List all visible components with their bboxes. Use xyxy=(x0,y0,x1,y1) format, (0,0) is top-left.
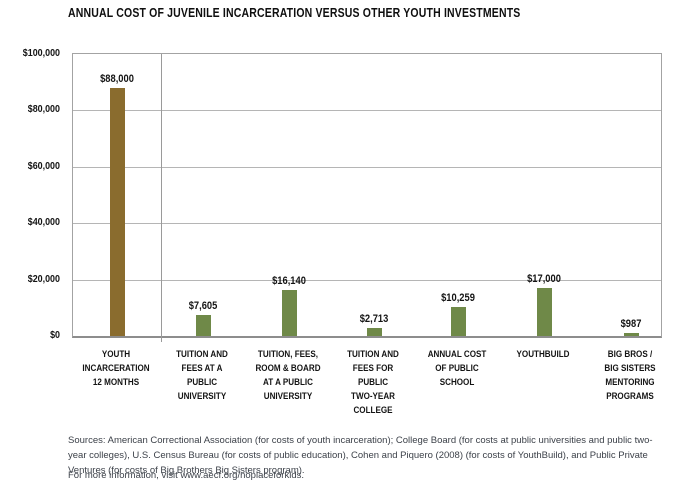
category-label-line: FEES FOR xyxy=(352,363,394,374)
category-label: TUITION, FEES, ROOM & BOARD AT A PUBLIC UNI… xyxy=(251,348,324,404)
category-label-line: OF PUBLIC xyxy=(435,363,479,374)
y-tick-label: $80,000 xyxy=(27,103,60,116)
y-tick-label: $100,000 xyxy=(22,47,60,59)
category-label-line: 12 MONTHS xyxy=(92,377,140,388)
sources-note: Sources: American Correctional Associati… xyxy=(68,435,653,476)
category-label-line: INCARCERATION xyxy=(82,363,150,374)
category-label-line: SCHOOL xyxy=(439,377,475,388)
bar-value-label: $2,713 xyxy=(359,313,389,325)
category-label-line: TUITION AND xyxy=(176,349,228,360)
more-info-note: For more information, visit www.aecf.org… xyxy=(68,470,305,481)
gridline-60000 xyxy=(73,167,661,168)
category-label-line: YOUTHBUILD xyxy=(516,349,570,360)
category-label-line: AT A PUBLIC xyxy=(263,377,313,388)
bar-value-label: $88,000 xyxy=(100,73,134,85)
category-label-line: TUITION, FEES, xyxy=(257,349,319,360)
category-label-line: PROGRAMS xyxy=(606,391,654,402)
gridline-40000 xyxy=(73,223,661,224)
category-label-line: UNIVERSITY xyxy=(177,391,227,402)
category-separator-line xyxy=(161,54,162,342)
category-label: TUITION AND FEES FOR PUBLIC TWO-YEAR COLLEGE xyxy=(336,348,409,418)
bar-value-label: $987 xyxy=(620,318,642,330)
category-label-line: BIG SISTERS xyxy=(604,363,656,374)
category-label-line: COLLEGE xyxy=(353,405,393,416)
category-label-line: YOUTH xyxy=(101,349,131,360)
category-label-line: TWO-YEAR xyxy=(351,391,395,402)
category-label: TUITION AND FEES AT A PUBLIC UNIVERSITY xyxy=(165,348,238,404)
bar-value-label: $7,605 xyxy=(188,300,218,312)
chart-title: ANNUAL COST OF JUVENILE INCARCERATION VE… xyxy=(68,6,521,20)
category-label-line: BIG BROS / xyxy=(607,349,653,360)
category-label: YOUTHBUILD xyxy=(506,348,579,362)
category-label-line: ROOM & BOARD xyxy=(255,363,321,374)
bar-7 xyxy=(624,333,639,336)
y-tick-label: $0 xyxy=(50,329,60,341)
y-tick-label: $60,000 xyxy=(27,159,60,172)
category-label-line: TUITION AND xyxy=(347,349,399,360)
bar-value-label: $16,140 xyxy=(272,275,306,287)
bar-2 xyxy=(196,315,211,336)
bar-3 xyxy=(282,290,297,336)
category-label-line: UNIVERSITY xyxy=(263,391,313,402)
category-label-line: PUBLIC xyxy=(186,377,218,388)
bar-4 xyxy=(367,328,382,336)
category-label: ANNUAL COST OF PUBLIC SCHOOL xyxy=(420,348,493,390)
category-label: YOUTH INCARCERATION 12 MONTHS xyxy=(79,348,152,390)
gridline-80000 xyxy=(73,110,661,111)
category-label-line: MENTORING xyxy=(605,377,655,388)
bar-value-label: $10,259 xyxy=(441,292,475,304)
bar-value-label: $17,000 xyxy=(527,273,561,285)
bar-1 xyxy=(110,88,125,336)
category-label-line: PUBLIC xyxy=(357,377,389,388)
bar-6 xyxy=(537,288,552,336)
category-label-line: FEES AT A xyxy=(181,363,223,374)
bar-5 xyxy=(451,307,466,336)
y-tick-label: $40,000 xyxy=(27,216,60,229)
gridline-20000 xyxy=(73,280,661,281)
y-tick-label: $20,000 xyxy=(27,272,60,285)
plot-area: $88,000 $7,605 $16,140 $2,713 $10,259 $17,000… xyxy=(72,53,662,342)
category-label: BIG BROS / BIG SISTERS MENTORING PROGRAMS xyxy=(593,348,666,404)
category-label-line: ANNUAL COST xyxy=(427,349,487,360)
